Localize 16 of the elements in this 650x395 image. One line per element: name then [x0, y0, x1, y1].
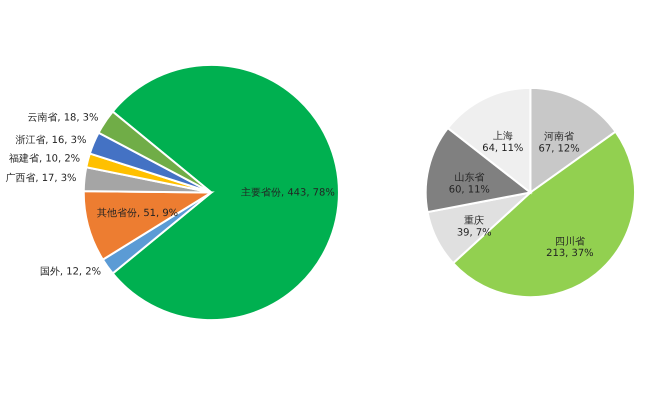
- slice-label: 河南省: [544, 130, 574, 143]
- slice-label: 上海: [492, 130, 513, 142]
- slice-label: 云南省, 18, 3%: [27, 111, 98, 124]
- slice-label: 广西省, 17, 3%: [5, 172, 77, 184]
- slice-label: 福建省, 10, 2%: [9, 152, 80, 164]
- slice-label: 四川省: [554, 235, 585, 248]
- slice-label: 山东省: [454, 172, 484, 184]
- data-label: 60, 11%: [448, 184, 490, 196]
- slice-label: 其他省份, 51, 9%: [97, 207, 178, 220]
- slice-label: 主要省份, 443, 78%: [241, 186, 335, 198]
- slice-label: 浙江省, 16, 3%: [15, 134, 86, 146]
- slice-label: 重庆: [464, 214, 484, 227]
- data-label: 67, 12%: [538, 144, 580, 155]
- slice-label: 国外, 12, 2%: [40, 266, 102, 278]
- data-label: 64, 11%: [482, 143, 524, 154]
- data-label: 213, 37%: [546, 248, 594, 260]
